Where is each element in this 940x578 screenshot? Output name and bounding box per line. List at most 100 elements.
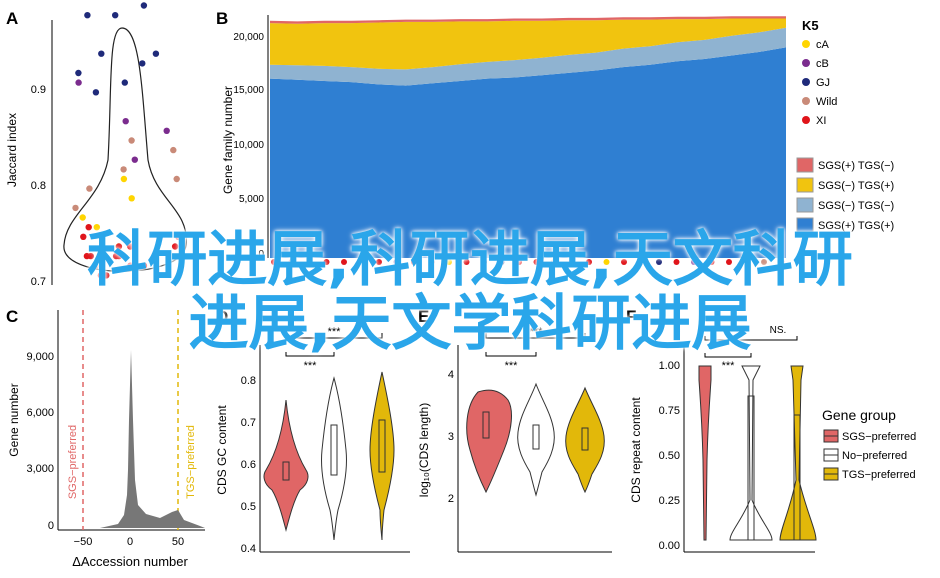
panel-b-strip-dot [691,259,697,265]
panel-b-label: B [216,9,228,28]
panel-b-strip-dot [726,259,732,265]
panel-e-box-sgs [482,411,490,439]
panel-e-box-tgs [581,427,589,451]
panel-a-dot-wild [72,204,79,212]
panel-a-dot-gj [152,50,160,57]
panel-a: A Jaccard index 0.9 0.8 0.7 [5,2,187,288]
panel-a-dot-xi [127,262,134,269]
panel-c-xlabel: ΔAccession number [72,554,188,569]
panel-d-ytick: 0.7 [241,417,256,429]
legend2-swatch [796,177,814,193]
panel-f-ytick: 0.25 [659,495,680,507]
panel-a-dot-xi [80,233,87,240]
panel-b-strip-dot [673,259,680,265]
panel-b-area-3 [270,16,786,24]
panel-c-ytick: 6,000 [26,407,54,419]
panel-a-dot-xi [97,272,105,279]
panel-f-ytick: 0.00 [659,540,680,552]
panel-c-ytick: 3,000 [26,463,54,475]
panel-b-ytick: 20,000 [233,32,264,43]
panel-d-ytick: 0.4 [241,543,256,555]
panel-e-ytick: 4 [448,369,454,381]
panel-b-strip-dot [306,259,312,265]
panel-a-dot-gj [92,89,100,96]
legend2-swatch [796,197,814,213]
legend-dot-gj [802,78,810,86]
legend-dot-wild [802,97,810,105]
panel-d-ytick: 0.5 [241,501,256,513]
panel-d-box-no [330,424,338,476]
panel-c-tgs-label: TGS−preferred [185,425,197,499]
panel-e-violin-no [517,382,555,497]
legend2-label: SGS(−) TGS(−) [818,200,894,212]
panel-b-strip-dot [376,259,382,265]
legend2-label: SGS(+) TGS(−) [818,160,894,172]
panel-f-ylabel: CDS repeat content [629,397,643,503]
panel-b-strip-dot [498,259,505,265]
panel-a-dot-xi [115,252,123,260]
panel-a-dot-gj [112,12,119,19]
panel-d: D CDS GC content 0.8 0.7 0.6 0.5 0.4 ***… [215,307,410,555]
panel-d-label: D [216,307,228,326]
panel-c-xtick: −50 [74,536,93,548]
panel-a-dot-gj [75,69,82,77]
panel-b-strip-dot [411,259,417,265]
panel-a-ytick: 0.7 [31,276,46,288]
panel-a-dot-xi [85,224,92,231]
panel-e-violin-sgs [466,389,512,494]
legend-f-label: No−preferred [842,450,907,462]
panel-b-strip-dot [446,259,452,265]
panel-a-ylabel: Jaccard index [5,113,19,187]
panel-a-dot-xi [175,233,182,240]
panel-f-sig-bracket [704,336,798,341]
panel-b-strip-dot [323,259,330,265]
panel-b-ytick: 0 [258,249,264,260]
panel-a-dot-wild [173,175,180,183]
panel-a-dot-xi [127,243,134,250]
panel-f-sig1: *** [722,360,736,372]
panel-e-sig2: *** [505,360,519,372]
panel-f-ytick: 1.00 [659,360,680,372]
panel-b-legend-title: K5 [802,18,819,33]
panel-d-ylabel: CDS GC content [215,405,229,495]
panel-f-ytick: 0.50 [659,450,680,462]
panel-a-dot-xi [83,252,91,260]
legend2-label: SGS(+) TGS(+) [818,220,894,232]
legend-label: XI [816,115,826,127]
panel-d-sig-bracket [285,333,383,339]
panel-a-dot-ca [93,224,101,231]
panel-d-box-sgs [282,461,290,481]
panel-b-ytick: 15,000 [233,85,264,96]
panel-a-ytick: 0.8 [31,180,46,192]
panel-d-sig-bracket2 [285,352,335,357]
panel-e-sig1: *** [530,326,544,338]
legend-label: cB [816,58,829,70]
panel-a-dot-gj [140,2,148,9]
panel-b-ytick: 10,000 [233,140,264,151]
panel-a-dot-cb [131,156,138,163]
panel-c-ytick: 9,000 [26,351,54,363]
legend-label: Wild [816,96,837,108]
panel-a-dot-ca [120,175,128,183]
panel-a-dot-gj [84,12,91,19]
panel-b-strip-dot [638,259,645,265]
panel-a-dot-gj [98,50,105,57]
panel-e-ylabel: log₁₀(CDS length) [417,403,431,497]
panel-b-strip-dot [778,259,785,265]
panel-f-sig2: NS. [770,325,787,336]
legend2-swatch [796,217,814,233]
panel-e-box-no [532,424,540,450]
panel-a-dot-wild [128,137,135,144]
panel-c-xtick: 0 [127,536,133,548]
panel-b-strip-dot [271,259,277,265]
panel-d-violin-tgs [369,371,395,541]
panel-d-ytick: 0.8 [241,375,256,387]
panel-d-ytick: 0.6 [241,459,256,471]
panel-b-strip-dot [603,259,610,265]
panel-a-dot-cb [122,118,129,125]
panel-f-legend-title: Gene group [822,407,896,423]
panel-b: B Gene family number 20,000 15,000 10,00… [216,9,894,265]
panel-b-strip-dot [393,259,400,265]
panel-a-dot-gj [121,79,128,86]
